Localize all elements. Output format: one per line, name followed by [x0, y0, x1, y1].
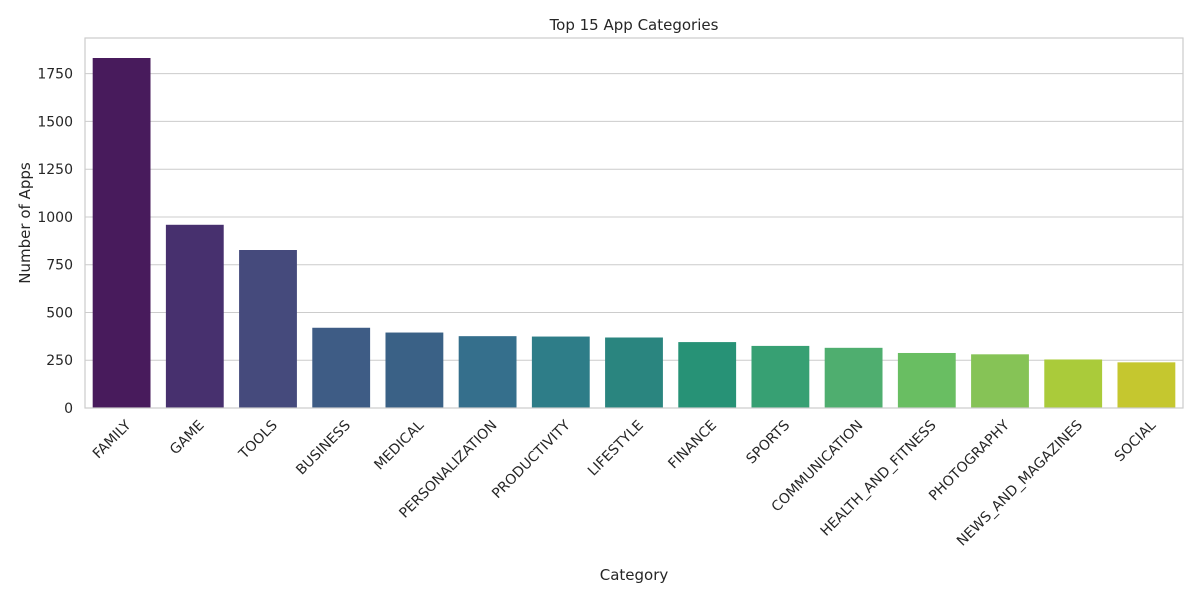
- x-tick-label: TOOLS: [235, 417, 281, 463]
- y-tick-labels: 0 250 500 750 1000 1250 1500 1750: [37, 67, 73, 417]
- plot-frame: [84, 37, 1184, 409]
- bar-lifestyle: [605, 337, 663, 408]
- y-tick-label: 1500: [37, 114, 73, 130]
- y-tick-label: 1000: [37, 210, 73, 226]
- x-tick-label: PRODUCTIVITY: [489, 417, 574, 502]
- chart-title: Top 15 App Categories: [549, 16, 719, 34]
- x-tick-label: GAME: [167, 418, 208, 459]
- bar-sports: [751, 345, 810, 408]
- bar-social: [1117, 362, 1176, 408]
- bar-medical: [385, 332, 444, 408]
- bar-news-and-magazines: [1044, 359, 1103, 408]
- x-tick-label: SPORTS: [743, 417, 793, 467]
- bar-photography: [971, 354, 1029, 408]
- y-tick-label: 750: [46, 258, 73, 274]
- x-tick-label: SOCIAL: [1112, 417, 1160, 465]
- y-axis-label: Number of Apps: [16, 162, 34, 284]
- y-tick-label: 250: [46, 353, 73, 369]
- x-tick-label: FINANCE: [665, 418, 720, 473]
- x-tick-label: LIFESTYLE: [585, 418, 647, 480]
- x-tick-label: BUSINESS: [293, 417, 354, 478]
- bar-productivity: [531, 336, 590, 408]
- x-tick-label: NEWS_AND_MAGAZINES: [954, 417, 1086, 549]
- y-tick-label: 1750: [37, 67, 73, 83]
- bar-tools: [239, 250, 297, 408]
- bar-finance: [678, 342, 737, 408]
- bar-family: [92, 58, 151, 408]
- x-tick-label: MEDICAL: [371, 417, 427, 473]
- bar-business: [312, 327, 371, 408]
- bar-game: [165, 224, 224, 408]
- x-axis-label: Category: [600, 566, 669, 584]
- x-tick-label: FAMILY: [90, 417, 135, 462]
- bars: [92, 58, 1176, 408]
- bar-health-and-fitness: [897, 352, 956, 408]
- y-tick-label: 500: [46, 305, 73, 321]
- y-tick-label: 0: [64, 401, 73, 417]
- bar-personalization: [458, 336, 517, 408]
- x-tick-labels: FAMILY GAME TOOLS BUSINESS MEDICALPERSONALIZ…: [90, 417, 1160, 549]
- bar-communication: [824, 347, 883, 408]
- y-tick-label: 1250: [37, 162, 73, 178]
